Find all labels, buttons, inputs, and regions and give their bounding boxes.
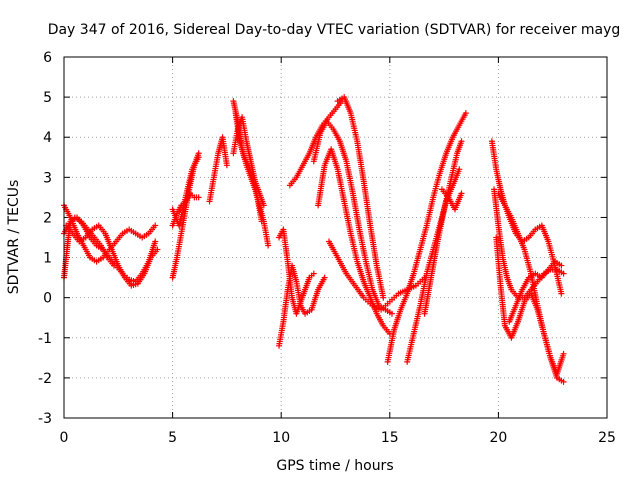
data-point xyxy=(310,270,317,277)
data-point xyxy=(260,202,267,209)
y-tick-label: 5 xyxy=(43,90,52,106)
data-point xyxy=(195,194,202,201)
y-tick-label: 0 xyxy=(43,291,52,307)
series-arc18 xyxy=(325,238,428,313)
series-arc16 xyxy=(315,146,393,337)
y-tick-label: 3 xyxy=(43,170,52,186)
data-points xyxy=(61,94,567,385)
data-point xyxy=(388,310,395,317)
y-tick-label: 6 xyxy=(43,50,52,66)
data-point xyxy=(110,262,117,269)
series-arc17 xyxy=(334,94,387,301)
chart-title: Day 347 of 2016, Sidereal Day-to-day VTE… xyxy=(48,22,621,38)
data-point xyxy=(558,262,565,269)
x-tick-label: 0 xyxy=(60,430,69,446)
series-arc15 xyxy=(310,118,395,317)
data-point xyxy=(456,166,463,173)
x-tick-label: 15 xyxy=(381,430,399,446)
series-arc4 xyxy=(61,214,117,281)
data-point xyxy=(560,270,567,277)
data-point xyxy=(380,294,387,301)
data-point xyxy=(558,290,565,297)
series-arc26 xyxy=(495,190,567,385)
y-tick-label: 4 xyxy=(43,130,52,146)
series-arc11 xyxy=(232,110,265,225)
data-point xyxy=(458,190,465,197)
data-point xyxy=(195,154,202,161)
y-tick-label: 2 xyxy=(43,210,52,226)
data-point xyxy=(458,138,465,145)
data-point xyxy=(462,110,469,117)
data-point xyxy=(152,238,159,245)
data-point xyxy=(223,162,230,169)
data-point xyxy=(321,274,328,281)
data-point xyxy=(560,378,567,385)
series-arc8 xyxy=(206,134,230,205)
y-tick-label: -3 xyxy=(38,411,52,427)
series-arc19 xyxy=(384,110,469,365)
x-tick-label: 5 xyxy=(168,430,177,446)
x-tick-label: 10 xyxy=(272,430,290,446)
data-point xyxy=(258,218,265,225)
data-point xyxy=(152,222,159,229)
x-tick-labels: 0 5 10 15 20 25 xyxy=(60,430,616,446)
series-arc21 xyxy=(421,138,465,317)
series-arc6 xyxy=(169,190,202,229)
series-arc7 xyxy=(169,154,202,229)
data-point xyxy=(265,242,272,249)
x-tick-label: 20 xyxy=(489,430,507,446)
y-tick-label: 1 xyxy=(43,251,52,267)
y-tick-label: -2 xyxy=(38,371,52,387)
plot-frame xyxy=(63,56,608,419)
y-axis-label: SDTVAR / TECUs xyxy=(6,180,22,295)
x-tick-label: 25 xyxy=(598,430,616,446)
y-tick-label: -1 xyxy=(38,331,52,347)
series-arc27 xyxy=(506,258,565,325)
series-arc13 xyxy=(276,226,317,317)
data-point xyxy=(560,350,567,357)
y-tick-labels: -3 -2 -1 0 1 2 3 4 5 6 xyxy=(38,50,52,427)
x-axis-label: GPS time / hours xyxy=(276,458,393,474)
data-point xyxy=(154,246,161,253)
series-arc22 xyxy=(438,186,465,213)
